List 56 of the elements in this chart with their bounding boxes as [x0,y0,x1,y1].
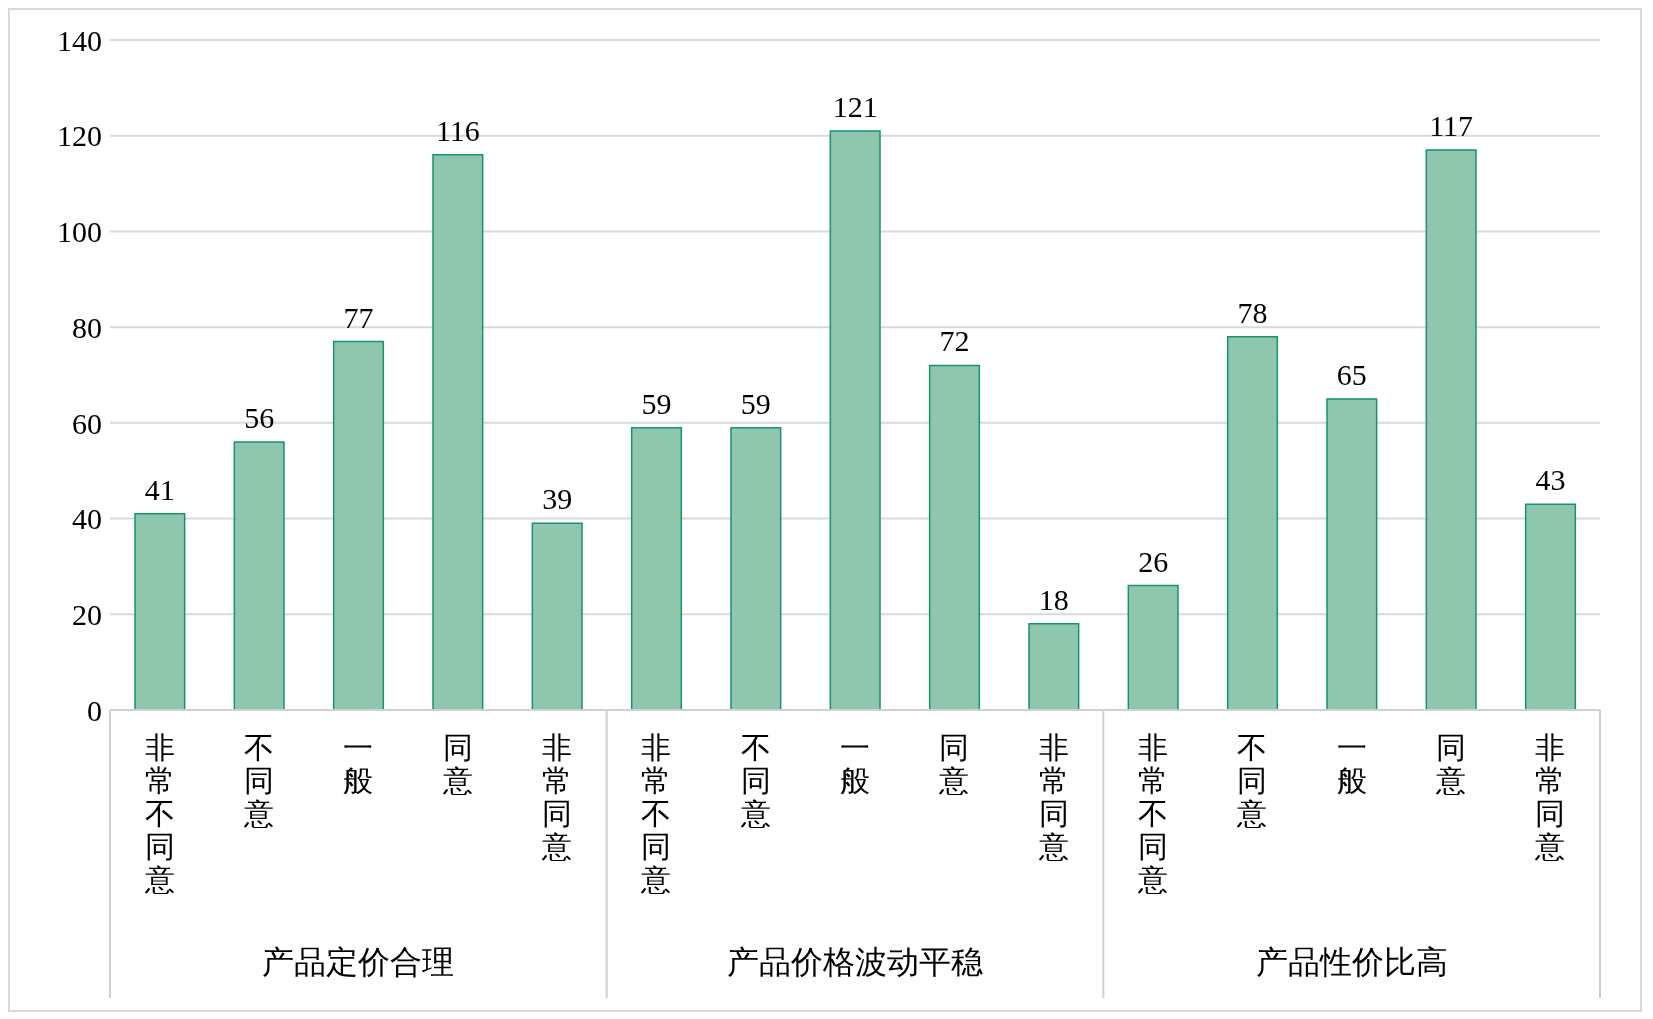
bar [630,426,683,710]
y-tick-label: 0 [87,693,102,727]
bar [730,426,782,710]
text: 产品价格波动平稳 [727,944,983,980]
data-label: 41 [144,472,175,506]
y-tick-label: 100 [57,215,102,249]
text: 产品性价比高 [1255,944,1448,980]
x-tick-label: 一般 [840,731,870,797]
x-tick-label: 非常不同意 [640,731,672,896]
x-tick-label: 同意 [441,731,473,797]
bar [332,340,385,710]
bar [1127,584,1179,710]
y-tick-label: 20 [72,597,102,631]
data-label: 65 [1336,357,1367,391]
data-label: 78 [1237,295,1268,329]
bar [1425,149,1477,710]
data-label: 59 [641,386,672,420]
x-tick-label: 非常同意 [1534,731,1566,863]
data-label: 77 [343,300,374,334]
x-tick-label: 不同意 [739,731,771,830]
bar [233,441,285,710]
data-label: 18 [1038,582,1069,616]
bar [134,513,186,710]
bar [829,130,881,710]
x-tick-label: 同意 [938,731,970,797]
x-tick-label: 非常同意 [541,731,572,863]
bar [1226,335,1279,710]
bar [432,154,484,710]
x-tick-label: 不同意 [243,731,274,830]
data-label: 117 [1429,109,1474,143]
x-tick-label: 不同意 [1236,731,1268,830]
y-tick-label: 120 [57,119,102,153]
bar [1524,503,1577,710]
x-tick-label: 一般 [1336,731,1367,797]
data-label: 56 [244,401,275,434]
text: 产品定价合理 [262,944,455,980]
bar [531,522,583,710]
data-label: 116 [435,113,480,147]
x-tick-label: 非常不同意 [1137,731,1168,896]
x-tick-label: 非常不同意 [143,731,175,896]
data-label: 43 [1535,463,1566,497]
data-label: 121 [832,89,878,123]
data-label: 59 [740,386,771,420]
bar [1028,623,1080,710]
x-tick-label: 一般 [343,731,374,797]
data-label: 26 [1138,544,1169,578]
y-tick-label: 80 [72,310,102,344]
data-label: 72 [939,324,970,358]
data-label: 39 [542,482,573,516]
y-tick-label: 140 [57,23,102,57]
y-tick-label: 60 [72,406,102,440]
x-tick-label: 同意 [1435,731,1466,797]
x-tick-label: 非常同意 [1037,731,1069,863]
bar [928,364,981,710]
y-tick-label: 40 [72,502,102,536]
bar [1326,398,1378,710]
